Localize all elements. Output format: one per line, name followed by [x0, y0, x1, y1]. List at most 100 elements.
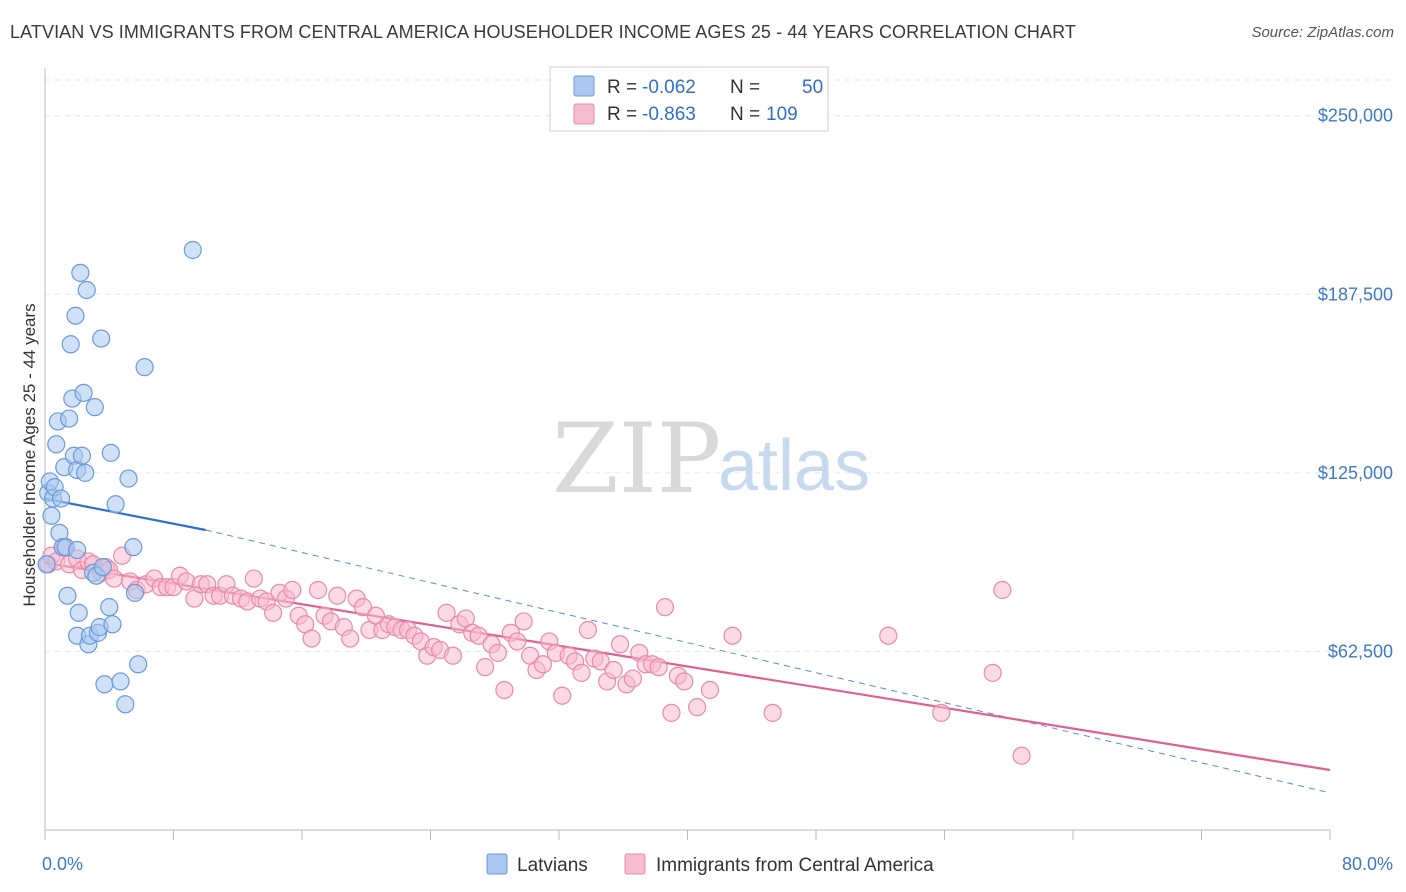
latvians-point-19 — [68, 540, 87, 560]
latvians-point-47 — [135, 358, 154, 377]
immigrants-point-105 — [932, 703, 951, 722]
latvians-point-25 — [74, 383, 93, 402]
y-tick-label-1: $125,000 — [1318, 463, 1393, 483]
latvians-point-35 — [92, 329, 111, 348]
legend-n-label-2: N = — [730, 104, 760, 125]
legend-r-label-1: R = — [607, 77, 637, 98]
immigrants-point-83 — [572, 663, 591, 682]
immigrants-point-102 — [723, 626, 742, 645]
latvians-point-27 — [77, 280, 96, 300]
latvians-point-42 — [111, 672, 130, 691]
latvians-point-15 — [61, 335, 80, 354]
immigrants-point-70 — [488, 643, 508, 662]
series-latvians-points — [37, 240, 202, 714]
immigrants-point-68 — [476, 658, 495, 677]
latvians-point-40 — [103, 615, 122, 634]
immigrants-point-104 — [879, 626, 898, 645]
immigrants-point-67 — [469, 626, 488, 645]
latvians-point-45 — [125, 583, 145, 602]
immigrants-point-107 — [993, 580, 1012, 600]
watermark-atlas: atlas — [718, 426, 870, 506]
latvians-point-31 — [85, 398, 104, 417]
immigrants-point-35 — [263, 603, 283, 622]
immigrants-point-108 — [1012, 746, 1031, 765]
latvians-point-38 — [100, 598, 119, 617]
legend-r-value-1: -0.062 — [642, 77, 696, 98]
immigrants-point-88 — [604, 660, 623, 680]
immigrants-point-63 — [443, 646, 463, 665]
latvians-point-14 — [59, 409, 79, 428]
legend-n-label-1: N = — [730, 77, 760, 98]
legend-n-value-1: 50 — [802, 77, 823, 98]
source-credit: Source: ZipAtlas.com — [1251, 24, 1394, 41]
immigrants-point-103 — [763, 703, 782, 722]
legend-n-value-2: 109 — [766, 104, 798, 125]
latvians-point-9 — [51, 489, 71, 508]
latvians-point-3 — [42, 506, 61, 525]
watermark: ZIP atlas — [552, 403, 870, 515]
legend-swatch-latvians — [573, 75, 595, 97]
immigrants-point-101 — [700, 680, 720, 700]
immigrants-point-38 — [283, 580, 302, 600]
y-tick-label-2: $187,500 — [1318, 284, 1393, 304]
bottom-legend-latvians: Latvians — [517, 855, 588, 876]
immigrants-point-91 — [623, 669, 642, 688]
trend-lines — [44, 497, 1331, 794]
latvians-point-22 — [69, 603, 88, 622]
latvians-point-13 — [58, 586, 77, 605]
immigrants-point-45 — [328, 586, 347, 605]
latvians-point-26 — [76, 463, 95, 482]
immigrants-point-71 — [495, 680, 514, 700]
latvians-point-44 — [119, 469, 138, 488]
latvians-point-41 — [106, 495, 125, 514]
y-tick-label-3: $250,000 — [1318, 106, 1393, 126]
y-axis-label: Householder Income Ages 25 - 44 years — [20, 303, 39, 606]
immigrants-point-62 — [437, 603, 456, 622]
immigrants-point-32 — [244, 569, 263, 588]
legend-box — [549, 66, 829, 132]
correlation-legend: R = -0.062 N = 50 R = -0.863 N = 109 — [549, 66, 829, 132]
latvians-point-43 — [116, 695, 135, 714]
legend-r-value-2: -0.863 — [642, 104, 696, 125]
latvians-trend-line — [44, 497, 206, 532]
immigrants-point-74 — [514, 612, 533, 631]
latvians-point-0 — [37, 555, 56, 574]
immigrants-point-86 — [591, 652, 610, 671]
latvians-trend-extension — [205, 529, 1331, 794]
legend-r-label-2: R = — [607, 104, 637, 125]
legend-swatch-immigrants — [573, 103, 595, 125]
x-tick-label-1: 80.0% — [1342, 854, 1393, 874]
immigrants-point-89 — [610, 635, 630, 654]
chart-title: LATVIAN VS IMMIGRANTS FROM CENTRAL AMERI… — [10, 22, 1077, 42]
y-tick-label-0: $62,500 — [1328, 641, 1393, 661]
immigrants-point-96 — [655, 598, 675, 617]
immigrants-point-80 — [553, 686, 572, 705]
latvians-point-49 — [124, 538, 143, 557]
bottom-legend-swatch-latvians — [486, 853, 508, 875]
immigrants-point-42 — [308, 580, 328, 600]
x-tick-labels: 0.0% 80.0% — [42, 854, 1393, 874]
latvians-point-18 — [66, 306, 85, 325]
latvians-point-36 — [93, 558, 112, 577]
immigrants-point-97 — [662, 703, 681, 722]
immigrants-point-47 — [341, 629, 360, 648]
watermark-zip: ZIP — [552, 403, 721, 515]
grid-lines — [45, 79, 1395, 652]
x-tick-label-0: 0.0% — [42, 854, 83, 874]
bottom-legend-immigrants: Immigrants from Central America — [656, 855, 934, 876]
latvians-point-23 — [71, 263, 90, 282]
latvians-point-24 — [72, 446, 92, 465]
y-tick-labels: $62,500 $125,000 $187,500 $250,000 — [1318, 106, 1393, 662]
immigrants-point-73 — [508, 632, 527, 651]
immigrants-point-106 — [983, 663, 1002, 682]
axes — [44, 68, 1331, 840]
immigrants-point-95 — [649, 658, 668, 677]
series-legend: Latvians Immigrants from Central America — [486, 853, 934, 876]
immigrants-point-77 — [533, 655, 553, 674]
bottom-legend-swatch-immigrants — [624, 853, 646, 875]
immigrants-point-41 — [302, 629, 321, 648]
latvians-point-6 — [47, 435, 66, 454]
latvians-point-46 — [129, 655, 148, 674]
latvians-point-39 — [101, 443, 120, 462]
